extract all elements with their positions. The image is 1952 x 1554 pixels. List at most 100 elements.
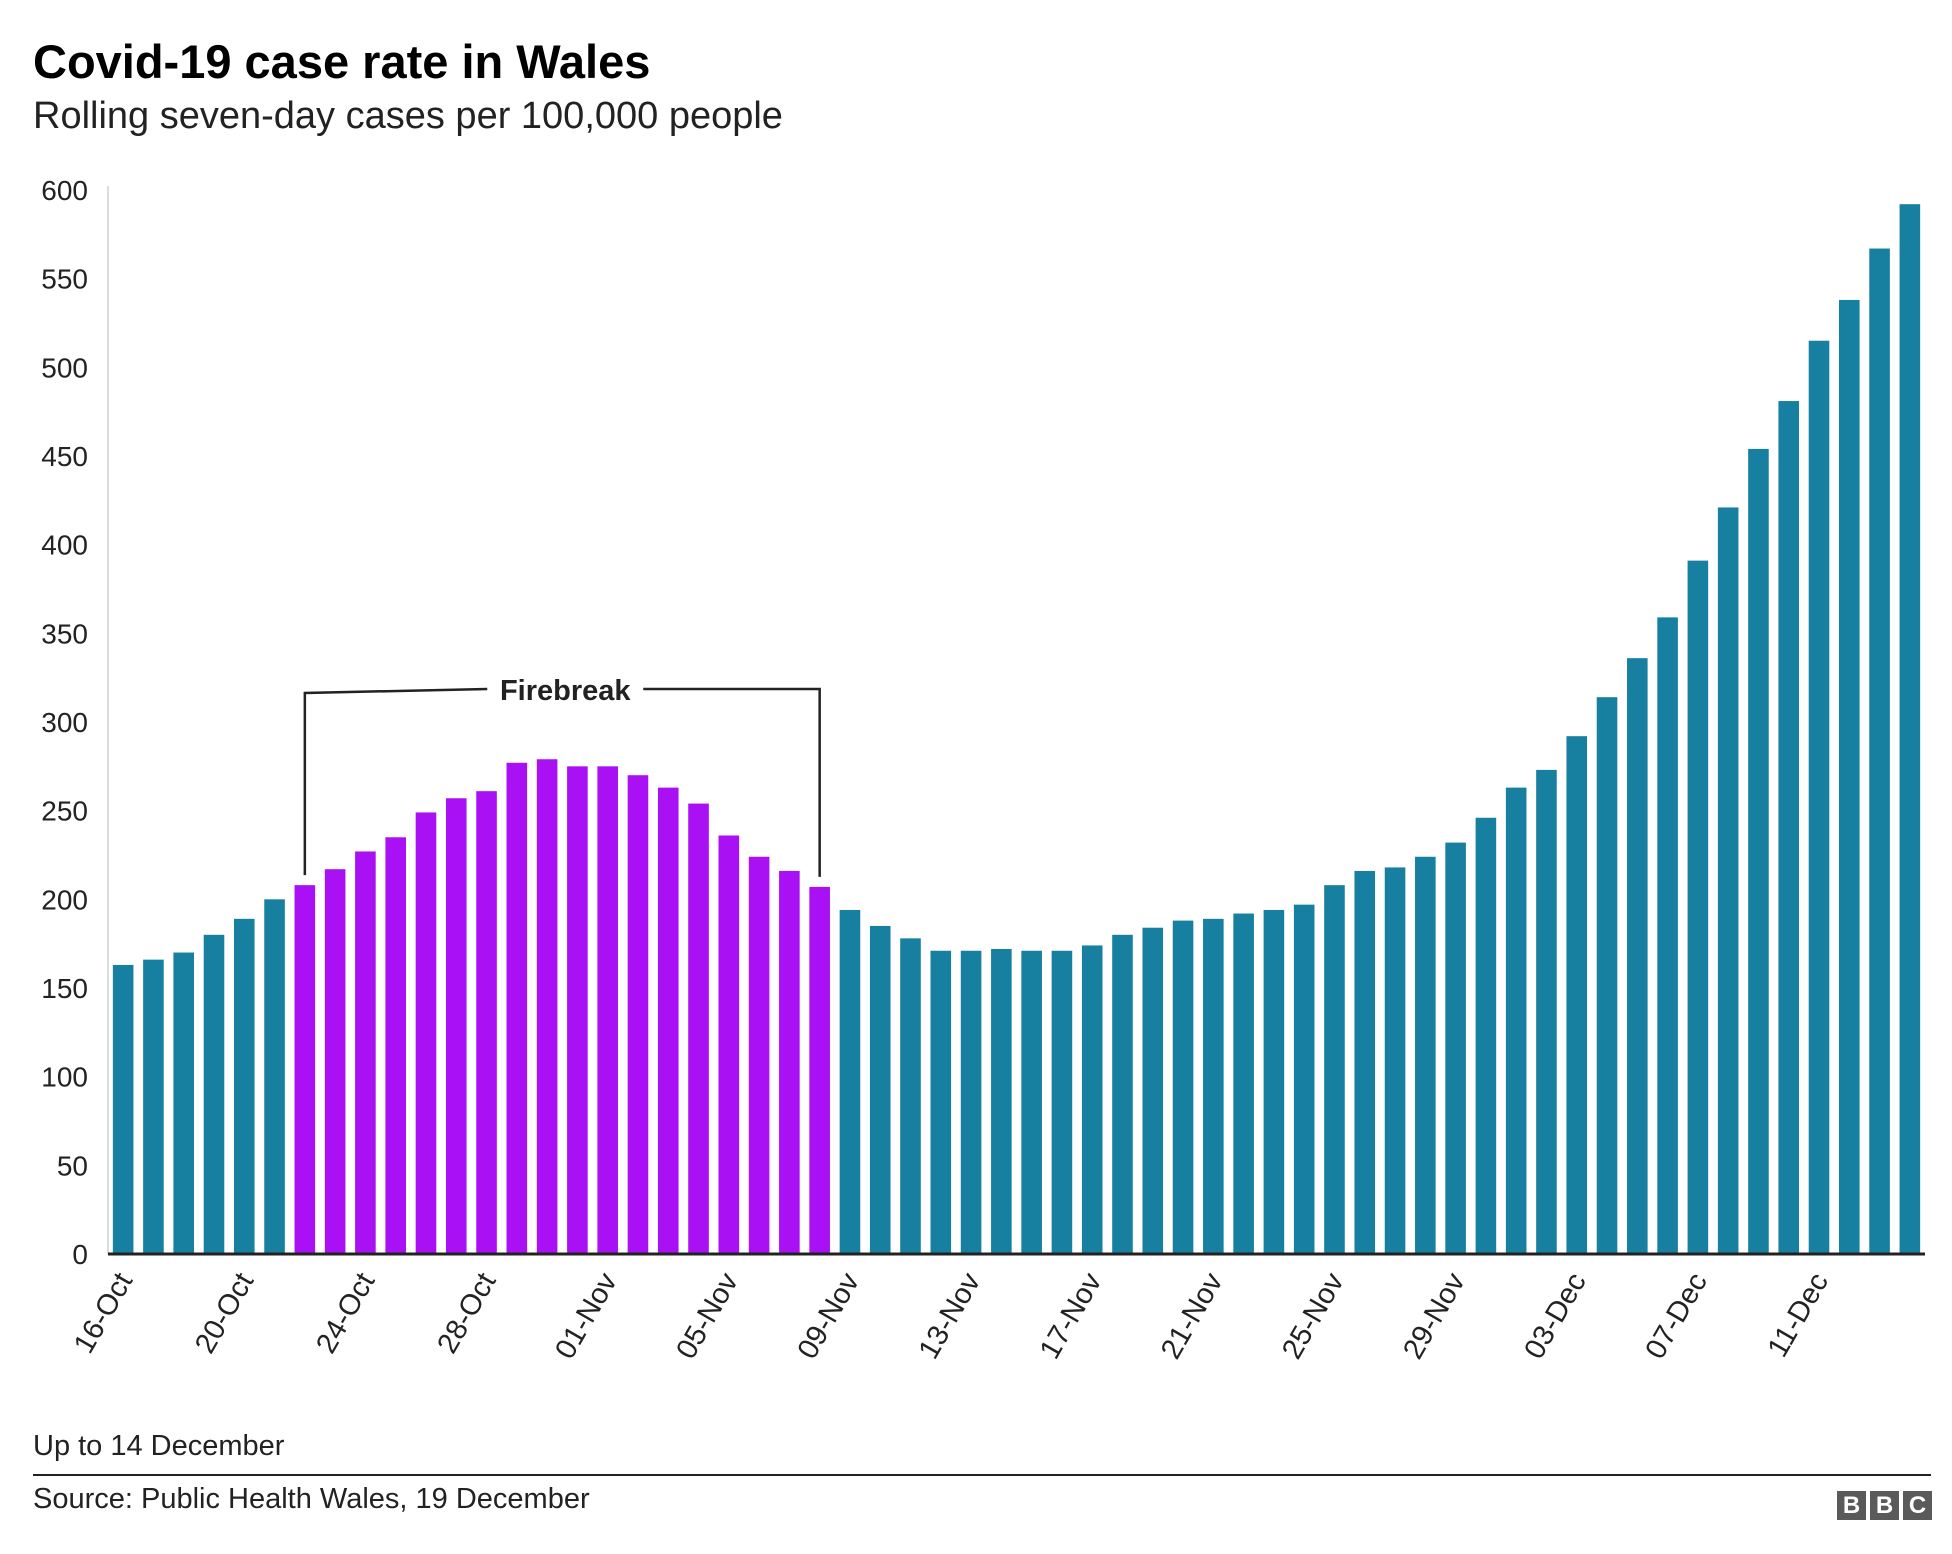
y-tick-label-250: 250 (41, 796, 88, 827)
y-tick-label-150: 150 (41, 973, 88, 1004)
bar-06-Nov (748, 856, 770, 1254)
x-axis-ticks: 16-Oct 20-Oct 24-Oct 28-Oct 01-Nov 05-Nov 09-N… (68, 1267, 1835, 1364)
bar-24-Oct (355, 851, 376, 1254)
x-tick-label-29-Nov: 29-Nov (1397, 1267, 1472, 1364)
bar-07-Dec (1687, 560, 1709, 1254)
x-tick-label-05-Nov: 05-Nov (670, 1267, 745, 1364)
bar-29-Nov (1445, 842, 1466, 1254)
bar-17-Nov (1081, 945, 1103, 1254)
bar-16-Oct (112, 964, 134, 1254)
bar-12-Dec (1839, 299, 1860, 1254)
bar-16-Nov (1051, 950, 1073, 1254)
bbc-logo-letter-3: C (1903, 1491, 1932, 1520)
bar-29-Oct (506, 762, 528, 1254)
y-tick-label-300: 300 (41, 707, 88, 738)
bar-28-Oct (476, 791, 497, 1254)
bar-13-Dec (1869, 248, 1890, 1254)
bar-09-Dec (1748, 448, 1769, 1254)
bar-11-Dec (1808, 340, 1830, 1255)
firebreak-annotation: Firebreak (303, 675, 821, 877)
x-tick-label-20-Oct: 20-Oct (189, 1268, 260, 1359)
bar-01-Dec (1505, 787, 1527, 1254)
bar-15-Nov (1021, 950, 1042, 1254)
bar-20-Nov (1172, 920, 1194, 1254)
bbc-logo: B B C (1837, 1491, 1932, 1520)
bar-10-Dec (1778, 401, 1800, 1254)
bar-14-Dec (1899, 204, 1921, 1255)
x-tick-label-25-Nov: 25-Nov (1276, 1267, 1351, 1364)
bar-31-Oct (567, 766, 588, 1254)
bar-28-Nov (1415, 856, 1436, 1254)
x-tick-label-17-Nov: 17-Nov (1034, 1267, 1109, 1364)
y-axis-ticks: 0 50 100 150 200 250 300 350 400 450 500 550 600 (41, 175, 88, 1270)
bar-23-Nov (1263, 909, 1285, 1254)
bar-24-Nov (1293, 904, 1315, 1254)
firebreak-label: Firebreak (500, 675, 631, 707)
bar-26-Nov (1354, 870, 1376, 1254)
bar-25-Oct (385, 837, 406, 1254)
y-tick-label-200: 200 (41, 884, 88, 915)
firebreak-bracket-right (643, 687, 821, 877)
firebreak-bracket-left (303, 687, 488, 876)
bar-12-Nov (930, 950, 952, 1254)
y-tick-label-550: 550 (41, 264, 88, 295)
bbc-logo-letter-2: B (1870, 1491, 1899, 1520)
bar-02-Nov (627, 775, 649, 1254)
y-tick-label-0: 0 (72, 1239, 88, 1270)
bar-10-Nov (869, 925, 891, 1254)
bar-19-Oct (203, 934, 225, 1254)
source-line: Source: Public Health Wales, 19 December (33, 1483, 590, 1515)
bar-08-Nov (809, 886, 830, 1254)
y-tick-label-400: 400 (41, 530, 88, 561)
x-tick-label-28-Oct: 28-Oct (431, 1268, 502, 1359)
bar-05-Dec (1627, 658, 1648, 1254)
bar-07-Nov (779, 870, 800, 1254)
bbc-logo-letter-1: B (1837, 1491, 1866, 1520)
y-tick-label-50: 50 (57, 1150, 88, 1181)
bar-26-Oct (415, 812, 437, 1254)
bar-25-Nov (1324, 885, 1345, 1254)
footer-divider (33, 1474, 1931, 1476)
bar-17-Oct (143, 959, 164, 1254)
bar-18-Oct (173, 952, 194, 1254)
bar-18-Nov (1112, 934, 1133, 1254)
y-tick-label-350: 350 (41, 618, 88, 649)
x-tick-label-01-Nov: 01-Nov (549, 1267, 624, 1364)
x-tick-label-24-Oct: 24-Oct (310, 1268, 381, 1359)
bar-30-Nov (1475, 817, 1497, 1254)
x-tick-label-21-Nov: 21-Nov (1155, 1267, 1230, 1364)
chart-subtitle: Rolling seven-day cases per 100,000 peop… (33, 95, 783, 137)
bar-22-Nov (1233, 913, 1254, 1254)
chart-title: Covid-19 case rate in Wales (33, 35, 651, 88)
bar-21-Nov (1203, 918, 1224, 1254)
bar-11-Nov (900, 938, 921, 1254)
bar-22-Oct (294, 885, 316, 1254)
bar-21-Oct (264, 899, 285, 1254)
bar-23-Oct (324, 869, 346, 1254)
bar-03-Nov (657, 787, 679, 1254)
y-tick-label-450: 450 (41, 441, 88, 472)
bar-14-Nov (991, 948, 1012, 1254)
x-tick-label-11-Dec: 11-Dec (1762, 1268, 1835, 1363)
y-tick-label-100: 100 (41, 1062, 88, 1093)
x-tick-label-03-Dec: 03-Dec (1518, 1268, 1592, 1365)
bar-08-Dec (1717, 507, 1739, 1254)
bar-09-Nov (839, 909, 861, 1254)
bars (112, 204, 1921, 1255)
bar-13-Nov (960, 950, 982, 1254)
x-tick-label-13-Nov: 13-Nov (913, 1267, 988, 1364)
bar-27-Nov (1384, 867, 1406, 1254)
bar-27-Oct (445, 798, 467, 1254)
bar-04-Dec (1596, 697, 1618, 1254)
bar-05-Nov (718, 835, 740, 1254)
bar-06-Dec (1657, 617, 1678, 1254)
bar-01-Nov (597, 766, 618, 1254)
y-tick-label-600: 600 (41, 175, 88, 206)
bar-20-Oct (233, 918, 255, 1254)
x-tick-label-09-Nov: 09-Nov (792, 1267, 867, 1364)
bar-03-Dec (1566, 736, 1588, 1254)
bar-30-Oct (536, 759, 558, 1254)
bar-19-Nov (1142, 927, 1164, 1254)
x-tick-label-16-Oct: 16-Oct (68, 1268, 139, 1359)
y-tick-label-500: 500 (41, 352, 88, 383)
